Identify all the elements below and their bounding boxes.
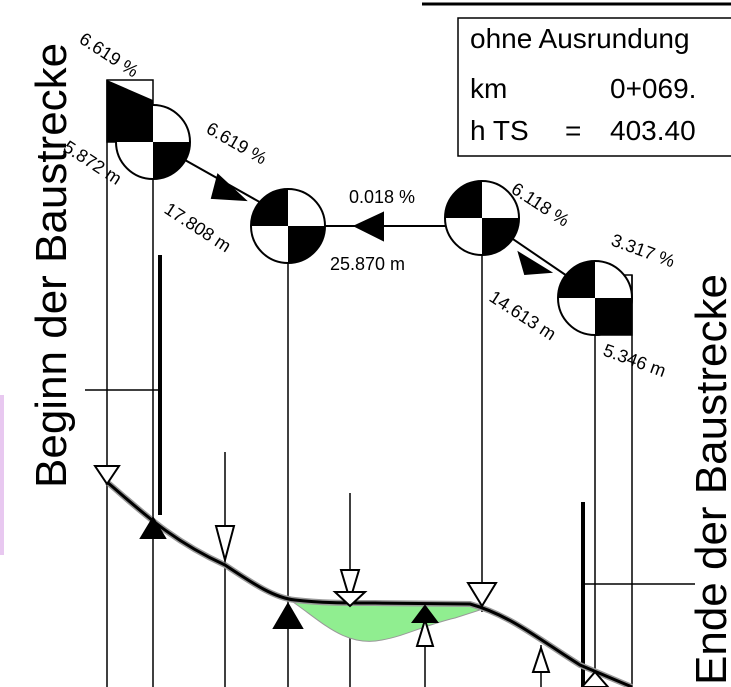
- vertex-symbols: [115, 104, 633, 336]
- start-label: Beginn der Baustrecke: [27, 43, 76, 488]
- profile-line: [106, 480, 633, 687]
- info-box-title: ohne Ausrundung: [470, 23, 690, 54]
- info-box: ohne Ausrundung km 0+069. h TS = 403.40: [422, 2, 731, 157]
- grade-label-1: 6.619 %: [76, 29, 142, 82]
- profile-markers: [93, 465, 610, 687]
- grade-arrow: [210, 173, 248, 202]
- marker-down-open: [339, 569, 361, 604]
- hts-equals: =: [565, 115, 581, 146]
- grade-label-3: 0.018 %: [349, 187, 415, 207]
- marker-down-open: [466, 582, 498, 608]
- vertex-symbol: [557, 260, 633, 336]
- hts-label: h TS: [470, 115, 529, 146]
- length-label-4: 14.613 m: [486, 287, 560, 345]
- length-label-3: 25.870 m: [330, 254, 405, 274]
- km-label: km: [470, 73, 507, 104]
- marker-down-open: [93, 465, 121, 486]
- end-label: Ende der Baustrecke: [687, 274, 731, 685]
- marker-down-open: [332, 591, 368, 608]
- left-accent-strip: [0, 395, 4, 555]
- vertex-symbol: [115, 104, 191, 180]
- marker-up-open: [415, 616, 435, 647]
- terrain-line: [105, 479, 634, 687]
- vertex-symbol: [250, 188, 326, 264]
- grade-arrow: [517, 250, 554, 276]
- marker-down-open: [214, 525, 236, 564]
- vertex-symbol: [444, 180, 520, 256]
- marker-up-filled: [272, 602, 304, 629]
- length-label-5: 5.346 m: [601, 340, 669, 381]
- station-lines: [106, 80, 633, 687]
- info-box-frame: [457, 17, 731, 157]
- grade-label-5: 3.317 %: [609, 230, 678, 271]
- hts-value: 403.40: [610, 115, 696, 146]
- grade-arrow: [352, 211, 384, 242]
- marker-up-open: [531, 644, 551, 673]
- marker-up-filled: [139, 516, 167, 539]
- length-label-2: 17.808 m: [161, 199, 235, 257]
- cut-fill-area: [288, 599, 482, 642]
- marker-up-open: [580, 670, 610, 687]
- grade-label-2: 6.619 %: [203, 118, 270, 168]
- km-value: 0+069.: [610, 73, 696, 104]
